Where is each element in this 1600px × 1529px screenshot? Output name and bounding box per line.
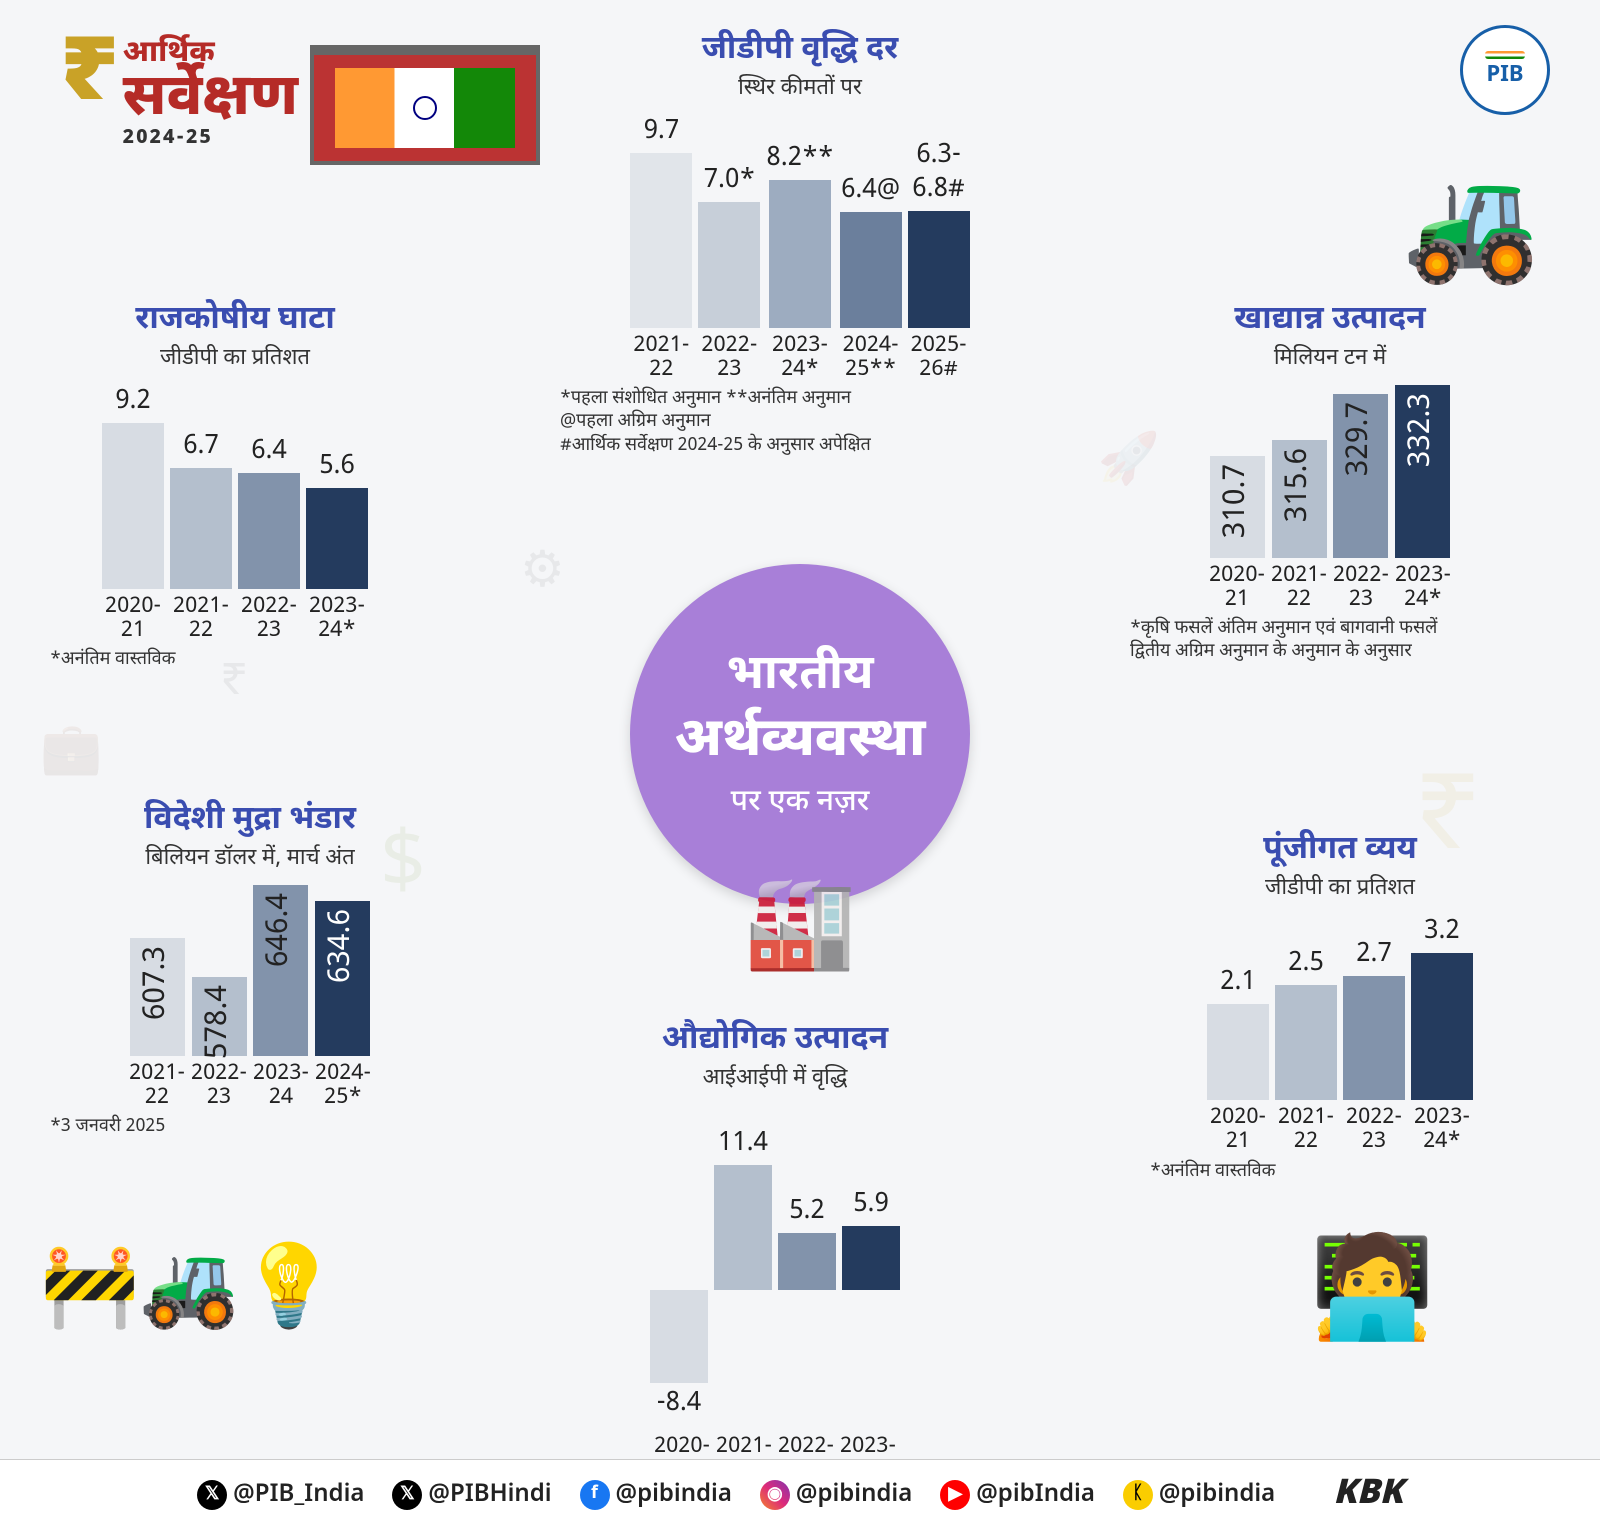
chart-title: विदेशी मुद्रा भंडार xyxy=(50,800,450,842)
chart-capex: पूंजीगत व्ययजीडीपी का प्रतिशत 2.1 2020- … xyxy=(1150,830,1530,1184)
center-title-circle: भारतीय अर्थव्यवस्था पर एक नज़र xyxy=(630,564,970,904)
tractor-illustration: 🚜 xyxy=(1403,160,1540,307)
bar: 5.2 xyxy=(778,1195,836,1290)
center-line1: भारतीय xyxy=(726,645,873,708)
bar: 9.2 2020- 21 xyxy=(102,385,164,643)
social-handle[interactable]: 𝕏@PIBHindi xyxy=(392,1479,551,1511)
bar xyxy=(650,1289,708,1290)
chart-title: औद्योगिक उत्पादन xyxy=(560,1020,990,1062)
bar: 2.1 2020- 21 xyxy=(1207,966,1269,1155)
chart-industrial: औद्योगिक उत्पादनआईआईपी में वृद्धि 11.4 5… xyxy=(560,1020,990,1483)
chart-fiscal-deficit: राजकोषीय घाटाजीडीपी का प्रतिशत 9.2 2020-… xyxy=(50,300,420,672)
pib-logo: PIB xyxy=(1460,25,1550,115)
survey-logo-year: 2024-25 xyxy=(123,126,213,152)
chart-footnote: *पहला संशोधित अनुमान **अनंतिम अनुमान@पहल… xyxy=(560,388,1040,458)
chart-subtitle: मिलियन टन में xyxy=(1130,344,1530,373)
chart-title: पूंजीगत व्यय xyxy=(1150,830,1530,872)
bar: 332.3 2023- 24* xyxy=(1395,385,1451,612)
bar: 634.6 2024- 25* xyxy=(315,901,371,1110)
center-line3: पर एक नज़र xyxy=(731,784,870,823)
fb-icon: f xyxy=(580,1480,610,1510)
chart-title: खाद्यान्न उत्पादन xyxy=(1130,300,1530,342)
koo-icon: ᛕ xyxy=(1123,1480,1153,1510)
bar: 310.7 2020- 21 xyxy=(1209,456,1265,612)
factory-illustration: 🏭 xyxy=(744,870,856,990)
chart-footnote: *अनंतिम वास्तविक xyxy=(1150,1161,1530,1184)
bar: 5.6 2023- 24* xyxy=(306,450,368,643)
bar: 6.7 2021- 22 xyxy=(170,430,232,643)
yt-icon: ▶ xyxy=(940,1480,970,1510)
chart-footnote: *3 जनवरी 2025 xyxy=(50,1116,450,1139)
bar: 329.7 2022- 23 xyxy=(1333,394,1389,612)
construction-illustration: 🚧🚜💡 xyxy=(40,1239,440,1399)
chart-forex-reserves: विदेशी मुद्रा भंडारबिलियन डॉलर में, मार्… xyxy=(50,800,450,1139)
social-handle[interactable]: 𝕏@PIB_India xyxy=(197,1479,364,1511)
chart-footnote: *अनंतिम वास्तविक xyxy=(50,649,420,672)
social-handle[interactable]: ◉@pibindia xyxy=(760,1479,912,1511)
x-icon: 𝕏 xyxy=(197,1480,227,1510)
social-handle[interactable]: f@pibindia xyxy=(580,1479,732,1511)
chart-subtitle: जीडीपी का प्रतिशत xyxy=(50,344,420,373)
bar: 607.3 2021- 22 xyxy=(129,938,185,1110)
person-pc-illustration: 🧑‍💻 xyxy=(1310,1229,1530,1409)
chart-foodgrain: खाद्यान्न उत्पादनमिलियन टन में 310.7 202… xyxy=(1130,300,1530,665)
footer: 𝕏@PIB_India 𝕏@PIBHindi f@pibindia ◉@pibindi… xyxy=(0,1459,1600,1529)
chart-title: राजकोषीय घाटा xyxy=(50,300,420,342)
bar: 3.2 2023- 24* xyxy=(1411,915,1473,1155)
kbk-credit: KBK xyxy=(1333,1473,1403,1517)
chart-title: जीडीपी वृद्धि दर xyxy=(560,30,1040,72)
chart-gdp-growth: जीडीपी वृद्धि दरस्थिर कीमतों पर 9.7 2021… xyxy=(560,30,1040,458)
bar: 315.6 2021- 22 xyxy=(1271,440,1327,612)
bar: 2.5 2021- 22 xyxy=(1275,947,1337,1154)
bar: 6.4 2022- 23 xyxy=(238,435,300,643)
bar: 7.0* 2022- 23 xyxy=(698,164,760,382)
survey-logo: ₹ आर्थिक सर्वेक्षण 2024-25 xyxy=(60,35,298,152)
ig-icon: ◉ xyxy=(760,1480,790,1510)
chart-footnote: *कृषि फसलें अंतिम अनुमान एवं बागवानी फसल… xyxy=(1130,618,1530,665)
bar: 6.3- 6.8# 2025- 26# xyxy=(908,139,970,382)
chart-subtitle: बिलियन डॉलर में, मार्च अंत xyxy=(50,844,450,873)
chart-subtitle: जीडीपी का प्रतिशत xyxy=(1150,874,1530,903)
social-handle[interactable]: ᛕ@pibindia xyxy=(1123,1479,1275,1511)
bar: 578.4 2022- 23 xyxy=(191,977,247,1110)
bar: 2.7 2022- 23 xyxy=(1343,938,1405,1155)
bar: 646.4 2023- 24 xyxy=(253,885,309,1110)
bar: 6.4@ 2024- 25** xyxy=(840,174,902,382)
container-illustration xyxy=(310,45,540,165)
bar: 8.2** 2023- 24* xyxy=(766,142,833,382)
bar: 5.9 xyxy=(842,1188,900,1291)
bar-negative: -8.4 xyxy=(650,1290,708,1424)
chart-subtitle: आईआईपी में वृद्धि xyxy=(560,1064,990,1093)
chart-subtitle: स्थिर कीमतों पर xyxy=(560,74,1040,103)
social-handle[interactable]: ▶@pibIndia xyxy=(940,1479,1095,1511)
x-icon: 𝕏 xyxy=(392,1480,422,1510)
bar: 9.7 2021- 22 xyxy=(630,115,692,382)
center-line2: अर्थव्यवस्था xyxy=(675,708,926,778)
bar: 11.4 xyxy=(714,1127,772,1290)
